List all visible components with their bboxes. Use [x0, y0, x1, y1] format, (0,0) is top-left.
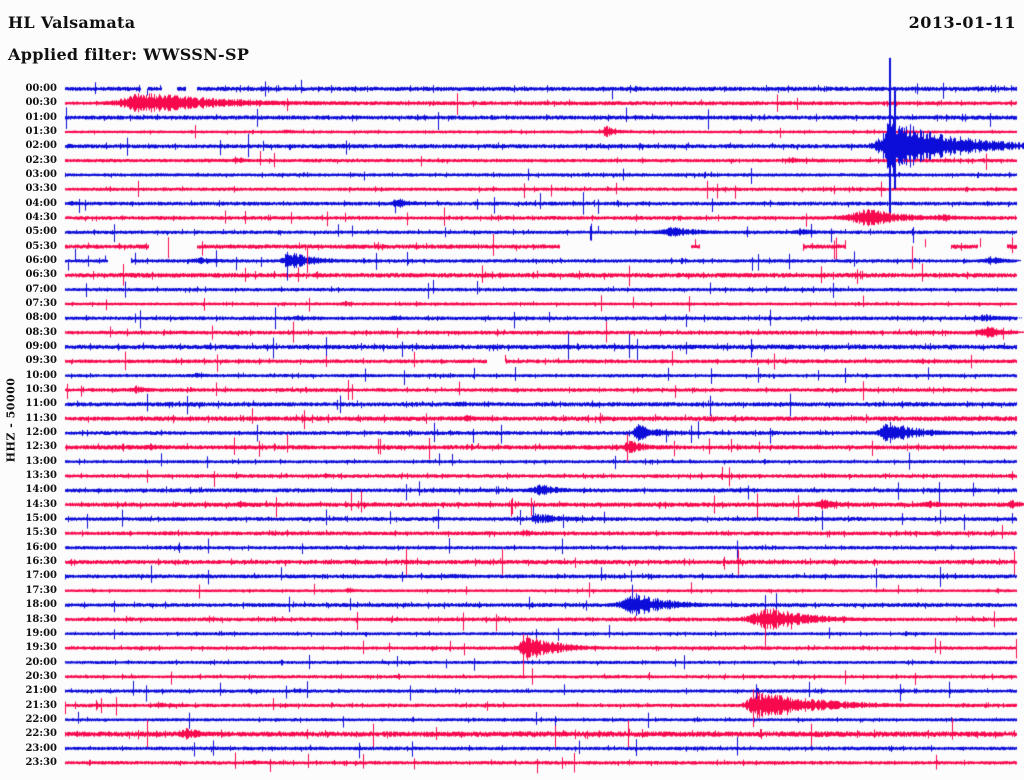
time-label: 22:00 [25, 713, 57, 725]
time-label: 06:00 [25, 255, 57, 267]
time-label: 16:00 [25, 541, 57, 553]
time-label: 19:00 [25, 627, 57, 639]
time-label: 02:00 [25, 140, 57, 152]
time-label: 18:00 [25, 599, 57, 611]
time-label: 01:00 [25, 111, 57, 123]
time-label: 12:30 [25, 441, 57, 453]
time-label: 13:00 [25, 455, 57, 467]
time-label: 11:30 [25, 412, 57, 424]
time-label: 05:00 [25, 226, 57, 238]
time-label: 17:00 [25, 570, 57, 582]
time-label: 06:30 [25, 269, 57, 281]
time-label: 09:00 [25, 341, 57, 353]
time-label: 12:00 [25, 427, 57, 439]
time-label: 04:00 [25, 197, 57, 209]
time-label: 09:30 [25, 355, 57, 367]
time-label: 18:30 [25, 613, 57, 625]
time-label: 20:30 [25, 670, 57, 682]
time-label: 03:00 [25, 169, 57, 181]
time-label: 19:30 [25, 642, 57, 654]
time-label: 23:00 [25, 742, 57, 754]
time-label: 05:30 [25, 240, 57, 252]
time-label: 14:00 [25, 484, 57, 496]
time-label: 04:30 [25, 212, 57, 224]
time-label: 10:30 [25, 384, 57, 396]
time-label: 07:30 [25, 298, 57, 310]
time-label: 08:30 [25, 326, 57, 338]
time-label: 03:30 [25, 183, 57, 195]
time-label: 01:30 [25, 126, 57, 137]
time-label: 14:30 [25, 498, 57, 510]
time-label: 21:30 [25, 699, 57, 711]
time-label: 16:30 [25, 556, 57, 568]
time-label: 00:00 [25, 83, 57, 94]
time-label: 22:30 [25, 728, 57, 740]
time-label: 10:00 [25, 369, 57, 381]
time-label: 20:00 [25, 656, 57, 668]
time-label: 15:00 [25, 513, 57, 525]
time-label: 23:30 [25, 756, 57, 768]
time-label: 13:30 [25, 470, 57, 482]
time-label: 15:30 [25, 527, 57, 539]
time-label: 02:30 [25, 154, 57, 166]
time-label: 00:30 [25, 97, 57, 109]
time-label: 21:00 [25, 685, 57, 697]
time-label: 07:00 [25, 283, 57, 295]
time-label: 17:30 [25, 584, 57, 596]
time-label: 11:00 [25, 398, 57, 410]
time-label: 08:00 [25, 312, 57, 324]
